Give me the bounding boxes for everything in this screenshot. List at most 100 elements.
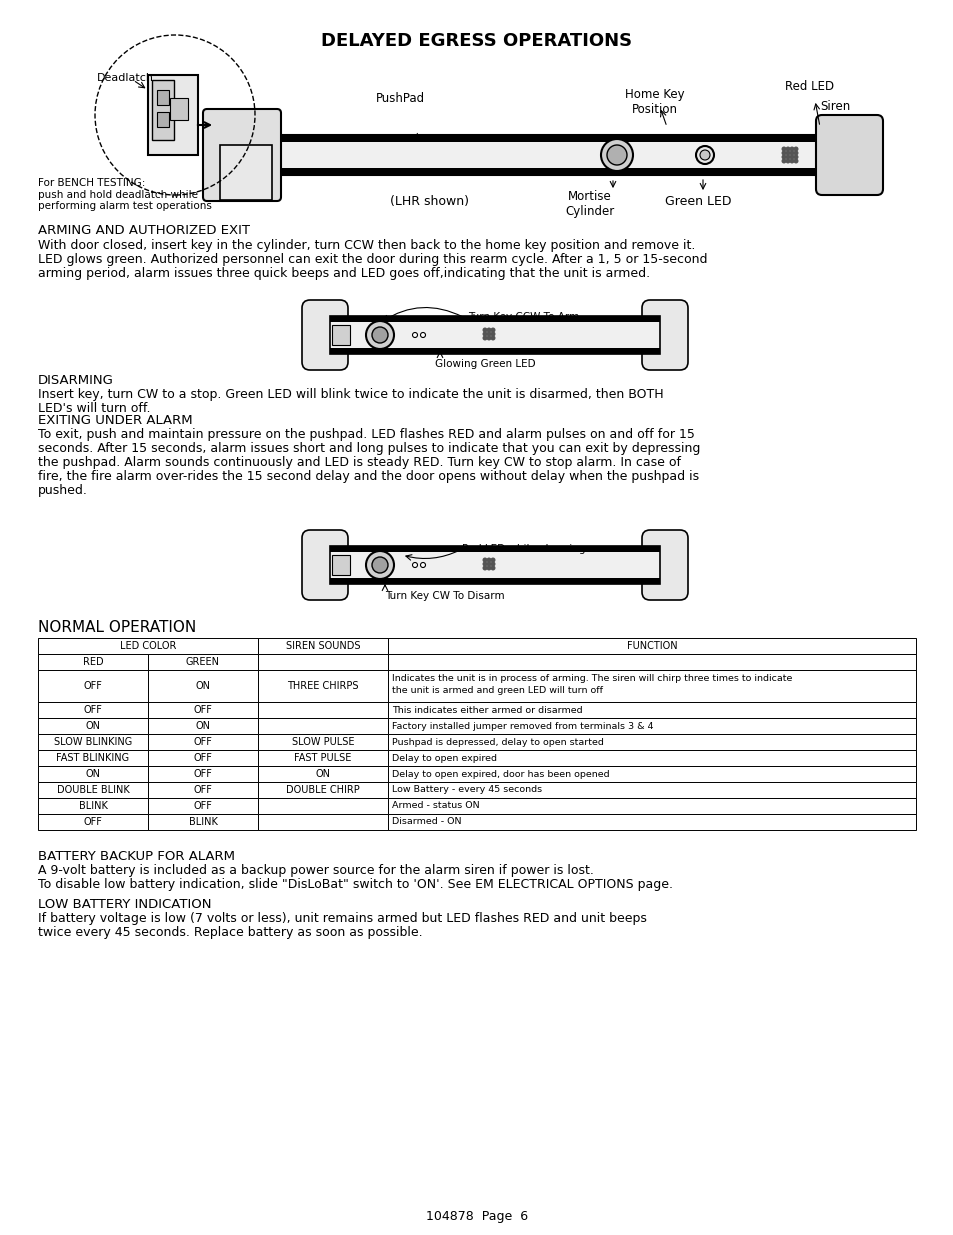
Circle shape: [789, 151, 793, 154]
Circle shape: [781, 147, 785, 151]
Circle shape: [366, 551, 394, 579]
Circle shape: [420, 562, 425, 568]
Text: OFF: OFF: [84, 818, 102, 827]
Circle shape: [491, 329, 495, 332]
Bar: [38, 655, 148, 671]
Bar: [330, 348, 659, 354]
Bar: [388, 671, 915, 701]
Text: OFF: OFF: [193, 705, 213, 715]
Circle shape: [366, 321, 394, 350]
Text: FUNCTION: FUNCTION: [626, 641, 677, 651]
Text: Armed - status ON: Armed - status ON: [392, 802, 479, 810]
Circle shape: [793, 147, 797, 151]
FancyBboxPatch shape: [815, 115, 882, 195]
Text: Insert key, turn CW to a stop. Green LED will blink twice to indicate the unit i: Insert key, turn CW to a stop. Green LED…: [38, 388, 663, 401]
Bar: [257, 750, 388, 766]
Text: GREEN: GREEN: [186, 657, 220, 667]
Bar: [38, 638, 257, 655]
Bar: [38, 782, 148, 798]
Bar: [152, 80, 173, 140]
Text: LED glows green. Authorized personnel can exit the door during this rearm cycle.: LED glows green. Authorized personnel ca…: [38, 253, 707, 266]
Text: LED COLOR: LED COLOR: [120, 641, 176, 651]
Bar: [257, 701, 388, 718]
Bar: [330, 316, 659, 354]
FancyBboxPatch shape: [302, 530, 348, 600]
Circle shape: [482, 566, 486, 569]
Text: Indicates the unit is in process of arming. The siren will chirp three times to : Indicates the unit is in process of armi…: [392, 673, 792, 683]
Text: Turn Key CW To Disarm: Turn Key CW To Disarm: [385, 592, 504, 601]
Circle shape: [372, 557, 388, 573]
Text: twice every 45 seconds. Replace battery as soon as possible.: twice every 45 seconds. Replace battery …: [38, 926, 422, 939]
Text: OFF: OFF: [193, 785, 213, 795]
Circle shape: [781, 159, 785, 163]
Text: To disable low battery indication, slide "DisLoBat" switch to 'ON'. See EM ELECT: To disable low battery indication, slide…: [38, 878, 672, 890]
Text: DOUBLE BLINK: DOUBLE BLINK: [56, 785, 130, 795]
Circle shape: [420, 332, 425, 337]
Circle shape: [482, 562, 486, 566]
Circle shape: [487, 332, 490, 336]
Bar: [38, 814, 148, 830]
Text: (LHR shown): (LHR shown): [390, 195, 469, 207]
Circle shape: [482, 336, 486, 340]
Bar: [148, 734, 257, 750]
Circle shape: [491, 558, 495, 562]
Circle shape: [785, 151, 789, 154]
Text: DOUBLE CHIRP: DOUBLE CHIRP: [286, 785, 359, 795]
Text: fire, the fire alarm over-rides the 15 second delay and the door opens without d: fire, the fire alarm over-rides the 15 s…: [38, 471, 699, 483]
Bar: [257, 671, 388, 701]
Bar: [332, 555, 350, 576]
Text: ON: ON: [195, 680, 211, 692]
Bar: [148, 701, 257, 718]
Bar: [148, 655, 257, 671]
Text: SLOW PULSE: SLOW PULSE: [292, 737, 354, 747]
Text: arming period, alarm issues three quick beeps and LED goes off,indicating that t: arming period, alarm issues three quick …: [38, 267, 649, 280]
Bar: [272, 135, 821, 175]
Bar: [257, 798, 388, 814]
Bar: [330, 578, 659, 584]
Bar: [148, 75, 198, 156]
Circle shape: [785, 159, 789, 163]
Text: Deadlatch: Deadlatch: [97, 73, 153, 83]
Bar: [257, 718, 388, 734]
Circle shape: [696, 146, 713, 164]
Circle shape: [372, 327, 388, 343]
Text: Red LED: Red LED: [784, 80, 834, 93]
Text: OFF: OFF: [84, 705, 102, 715]
Text: Low Battery - every 45 seconds: Low Battery - every 45 seconds: [392, 785, 541, 794]
Text: NORMAL OPERATION: NORMAL OPERATION: [38, 620, 196, 635]
Text: 104878  Page  6: 104878 Page 6: [425, 1210, 528, 1223]
Circle shape: [789, 159, 793, 163]
Text: Green LED: Green LED: [664, 195, 731, 207]
Text: For BENCH TESTING:
push and hold deadlatch while
performing alarm test operation: For BENCH TESTING: push and hold deadlat…: [38, 178, 212, 211]
Bar: [330, 546, 659, 552]
Bar: [148, 766, 257, 782]
Text: OFF: OFF: [193, 802, 213, 811]
Bar: [272, 135, 821, 142]
Circle shape: [487, 329, 490, 332]
Text: Turn Key CCW To Arm: Turn Key CCW To Arm: [468, 312, 578, 322]
Text: ON: ON: [195, 721, 211, 731]
Bar: [388, 701, 915, 718]
Circle shape: [491, 336, 495, 340]
Text: A 9-volt battery is included as a backup power source for the alarm siren if pow: A 9-volt battery is included as a backup…: [38, 864, 594, 877]
Bar: [148, 671, 257, 701]
Bar: [157, 90, 169, 105]
Circle shape: [789, 147, 793, 151]
Circle shape: [793, 151, 797, 154]
Circle shape: [781, 156, 785, 159]
Circle shape: [482, 558, 486, 562]
Bar: [148, 750, 257, 766]
Bar: [257, 734, 388, 750]
Text: DELAYED EGRESS OPERATIONS: DELAYED EGRESS OPERATIONS: [321, 32, 632, 49]
Text: EXITING UNDER ALARM: EXITING UNDER ALARM: [38, 414, 193, 427]
Text: Glowing Green LED: Glowing Green LED: [435, 359, 535, 369]
Text: PushPad: PushPad: [375, 91, 424, 105]
Bar: [170, 98, 188, 120]
Bar: [330, 546, 659, 584]
Bar: [38, 718, 148, 734]
Text: Mortise
Cylinder: Mortise Cylinder: [565, 190, 614, 219]
Text: RED: RED: [83, 657, 103, 667]
Text: Delay to open expired, door has been opened: Delay to open expired, door has been ope…: [392, 769, 609, 778]
Circle shape: [491, 566, 495, 569]
Bar: [38, 701, 148, 718]
